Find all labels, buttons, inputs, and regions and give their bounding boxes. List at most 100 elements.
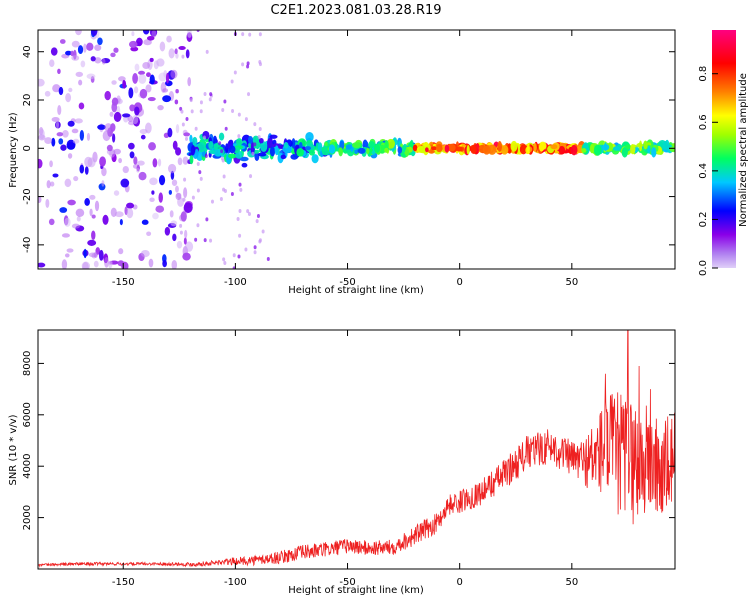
spectrogram-cell [190,109,194,114]
spectrogram-cell [404,148,410,157]
spectrogram-cell [533,142,537,153]
spectrogram-cell [266,257,270,262]
spectrogram-cell [373,143,381,153]
spectrogram-cell [129,104,136,112]
spectrogram-cell [38,158,43,169]
spectrogram-cell [56,121,60,129]
spectrogram-cell [168,48,175,59]
spectrogram-cell [247,211,251,216]
spectrogram-cell [261,229,265,234]
spectrogram-cell [61,259,68,269]
spectrogram-cell [64,217,71,227]
spectrogram-cell [497,141,503,152]
colorbar-gradient [712,30,736,268]
colorbar-tick-label: 0.4 [698,163,709,179]
spectrogram-cell [213,143,219,151]
spectrogram-cell [67,153,73,159]
spectrogram-cell [397,146,403,154]
spectrogram-cell [71,223,80,229]
spectrogram-cell [68,87,73,93]
spectrogram-cell [98,249,104,261]
spectrogram-cell [198,170,202,175]
spectrogram-cell [146,72,151,78]
spectrogram-cell [104,123,113,133]
x-tick-label: -50 [339,277,355,288]
spectrogram-cell [364,141,369,148]
y-tick-label: 2000 [22,505,33,530]
spectrogram-cell [260,141,268,152]
spectrogram-cell [172,140,178,150]
spectrogram-cell [146,36,155,41]
snr-x-label: Height of straight line (km) [288,585,424,596]
spectrogram-cell [57,104,62,116]
spectrogram-cell [221,107,225,112]
spectrogram-cell [106,144,113,152]
spectrogram-cell [196,162,200,167]
spectrogram-cell [257,134,261,139]
spectrogram-cell [138,171,147,181]
spectrogram-cell [59,207,68,213]
spectrogram-cell [195,149,199,154]
spectrogram-cell [204,154,208,159]
spectrogram-cell [152,158,158,168]
snr-y-label: SNR (10 * v/v) [8,414,19,485]
spectrogram-cell [241,62,245,67]
spectrogram-cell [237,134,241,139]
spectrogram-cell [258,127,262,132]
x-tick-label: 0 [456,277,462,288]
spectrogram-cell [244,247,248,252]
spectrogram-cell [91,230,96,240]
spectrogram-cell [183,187,188,199]
spectrogram-cell [78,102,85,110]
spectrogram-cell [89,208,93,217]
spectrogram-cell [118,248,124,255]
spectrogram-cell [181,122,185,127]
spectrogram-cell [81,261,91,269]
spectrogram-cell [110,52,116,58]
spectrogram-cell [132,114,139,125]
spectrogram-cell [72,138,80,144]
spectrogram-cell [232,253,236,258]
spectrogram-cell [208,149,216,154]
spectrogram-cell [132,163,140,169]
spectrogram-cell [662,141,669,151]
colorbar-tick-label: 0.2 [698,211,709,227]
spectrogram-cell [80,60,86,68]
colorbar-tick-label: 0.8 [698,66,709,82]
spectrogram-cell [78,79,83,86]
spectrogram-cell [229,145,236,154]
spectrogram-cell [110,123,116,132]
spectrogram-cell [183,132,191,137]
spectrogram-cell [158,72,167,82]
spectrogram-cell [255,219,259,224]
spectrogram-cell [197,142,206,153]
spectrogram-cell [134,63,140,72]
spectrogram-cell [177,157,183,166]
spectrogram-cell [258,32,262,37]
spectrogram-cell [122,113,131,118]
spectrogram-cell [70,50,74,57]
spectrogram-cell [222,174,226,179]
spectrogram-cell [58,86,64,96]
spectrogram-cell [196,188,200,193]
spectrogram-cell [122,80,127,89]
spectrogram-cell [142,30,150,35]
spectrogram-cell [244,117,248,122]
spectrogram-cell [99,156,106,167]
spectrogram-x-ticks: -150 -100 -50 0 50 [112,30,578,288]
spectrogram-cell [79,164,85,174]
spectrogram-cell [67,120,75,127]
spectrogram-cell [67,199,76,206]
spectrogram-cell [269,134,278,139]
spectrogram-x-label: Height of straight line (km) [288,285,424,296]
spectrogram-cell [669,146,675,153]
spectrogram-cell [140,134,146,140]
y-tick-label: -40 [22,237,33,253]
spectrogram-cell [182,156,189,165]
spectrogram-cell [305,146,312,151]
spectrogram-cell [91,30,98,37]
spectrogram-cell [126,207,134,219]
spectrogram-cell [44,137,53,145]
spectrogram-cell [138,70,146,75]
